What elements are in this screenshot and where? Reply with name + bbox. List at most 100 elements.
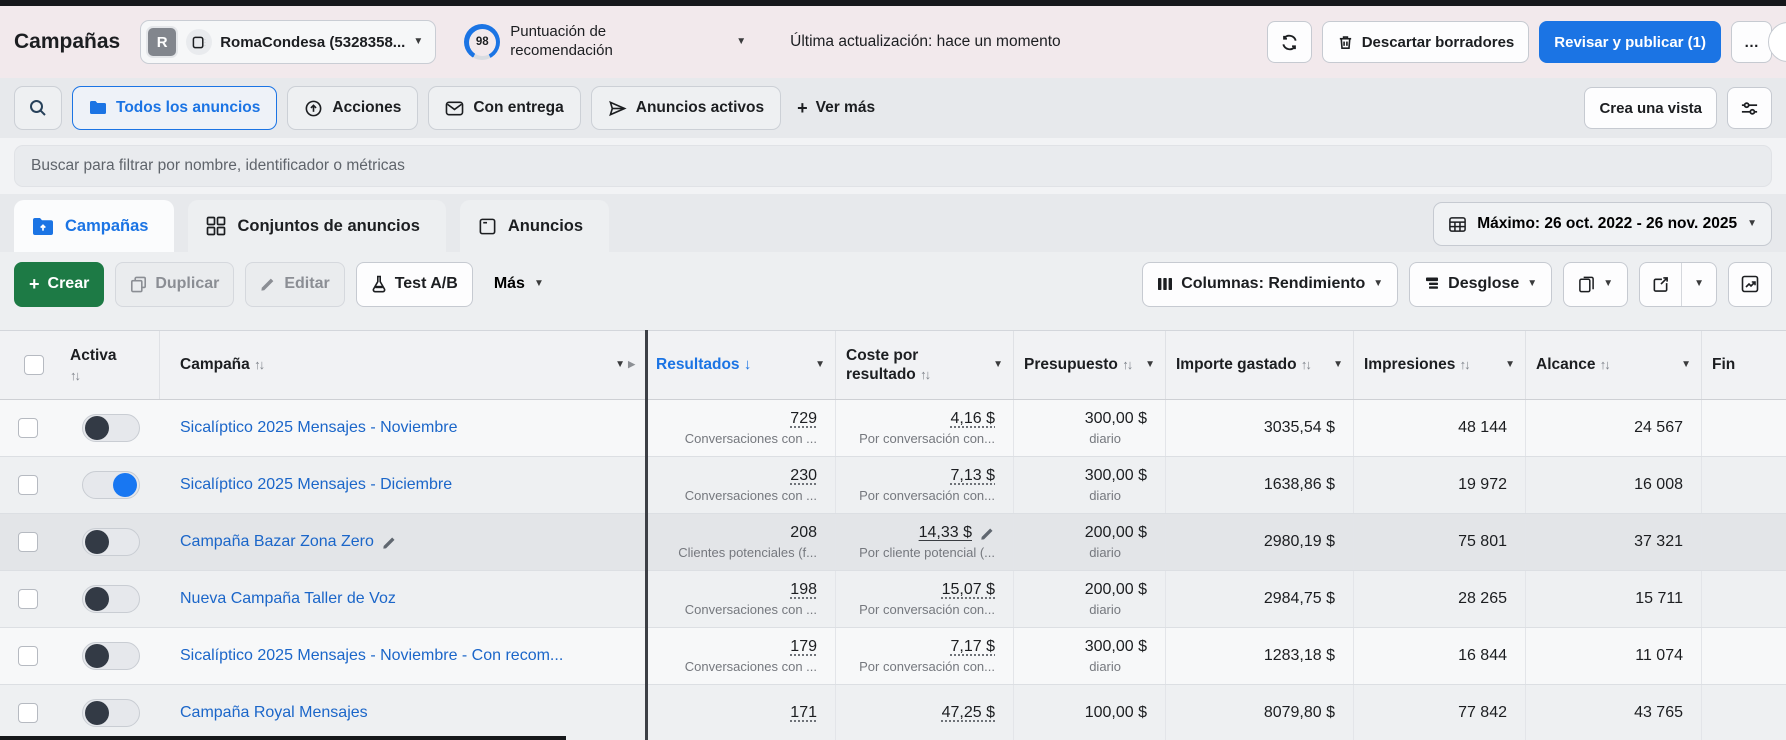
budget-value: 200,00 $ xyxy=(1084,524,1147,541)
column-header-campana[interactable]: Campaña ↑↓ ▼ ▶ xyxy=(160,331,646,399)
column-header-impresiones[interactable]: Impresiones ↑↓ ▼ xyxy=(1354,331,1526,399)
row-checkbox[interactable] xyxy=(18,418,38,438)
resize-handle-icon[interactable]: ▶ xyxy=(628,359,635,370)
tab-campanas[interactable]: Campañas xyxy=(14,200,175,252)
discard-drafts-button[interactable]: Descartar borradores xyxy=(1321,21,1530,63)
table-row[interactable]: Nueva Campaña Taller de Voz 198 Conversa… xyxy=(0,571,1786,628)
date-range-selector[interactable]: Máximo: 26 oct. 2022 - 26 nov. 2025 ▼ xyxy=(1433,202,1772,246)
campaign-toggle[interactable] xyxy=(82,528,140,556)
results-value: 198 xyxy=(790,581,817,598)
cost-edit-icon[interactable] xyxy=(980,526,995,541)
spent-value: 2980,19 $ xyxy=(1263,533,1335,550)
tab-conjuntos-de-anuncios[interactable]: Conjuntos de anuncios xyxy=(188,200,446,252)
score-value: 98 xyxy=(468,28,496,56)
campaign-name-link[interactable]: Sicalíptico 2025 Mensajes - Noviembre xyxy=(180,419,458,436)
table-row[interactable]: Campaña Royal Mensajes 171 47,25 $ 100,0… xyxy=(0,685,1786,740)
campaign-name-link[interactable]: Nueva Campaña Taller de Voz xyxy=(180,590,396,607)
spent-value: 3035,54 $ xyxy=(1263,419,1335,436)
cost-type: Por conversación con... xyxy=(859,659,995,674)
column-header-fin[interactable]: Fin xyxy=(1712,356,1736,374)
column-header-alcance[interactable]: Alcance ↑↓ ▼ xyxy=(1526,331,1702,399)
row-checkbox[interactable] xyxy=(18,646,38,666)
table-row[interactable]: Sicalíptico 2025 Mensajes - Diciembre 23… xyxy=(0,457,1786,514)
search-input[interactable] xyxy=(14,145,1772,187)
trash-icon xyxy=(1337,34,1354,51)
campaign-name-link[interactable]: Campaña Bazar Zona Zero xyxy=(180,533,374,550)
campaign-name-link[interactable]: Sicalíptico 2025 Mensajes - Noviembre - … xyxy=(180,647,564,664)
results-type: Conversaciones con ... xyxy=(684,431,817,446)
impressions-value: 75 801 xyxy=(1458,533,1507,550)
chevron-down-icon[interactable]: ▼ xyxy=(1145,359,1155,370)
column-header-importe[interactable]: Importe gastado ↑↓ ▼ xyxy=(1166,331,1354,399)
impressions-value: 19 972 xyxy=(1458,476,1507,493)
chevron-down-icon[interactable]: ▼ xyxy=(615,359,626,370)
filter-chip-con-entrega[interactable]: Con entrega xyxy=(428,86,581,130)
results-value: 208 xyxy=(790,524,817,541)
ad-account-icon xyxy=(186,29,213,55)
horizontal-scrollbar[interactable] xyxy=(0,736,566,740)
row-checkbox[interactable] xyxy=(18,703,38,723)
view-settings-button[interactable] xyxy=(1727,87,1772,129)
refresh-button[interactable] xyxy=(1266,21,1312,63)
table-row[interactable]: Campaña Bazar Zona Zero 208 Clientes pot… xyxy=(0,514,1786,571)
ver-mas-button[interactable]: + Ver más xyxy=(797,98,876,118)
chevron-down-icon[interactable]: ▼ xyxy=(1681,359,1691,370)
filter-chip-todos-los-anuncios[interactable]: Todos los anuncios xyxy=(72,86,278,130)
campaign-toggle[interactable] xyxy=(82,585,140,613)
charts-button[interactable] xyxy=(1728,261,1772,307)
ab-test-button[interactable]: Test A/B xyxy=(355,261,473,307)
cost-value: 15,07 $ xyxy=(941,581,995,598)
row-checkbox[interactable] xyxy=(18,589,38,609)
row-checkbox[interactable] xyxy=(18,475,38,495)
row-checkbox[interactable] xyxy=(18,532,38,552)
breakdown-icon xyxy=(1424,276,1440,292)
campaign-edit-icon[interactable] xyxy=(382,535,397,550)
export-button[interactable] xyxy=(1640,263,1681,306)
column-header-activa[interactable]: Activa ↑↓ xyxy=(56,331,160,399)
more-options-button[interactable]: … xyxy=(1731,21,1772,63)
edit-button[interactable]: Editar xyxy=(245,261,345,307)
campaign-toggle[interactable] xyxy=(82,642,140,670)
export-options-button[interactable]: ▼ xyxy=(1681,262,1716,306)
campaigns-table: Activa ↑↓ Campaña ↑↓ ▼ ▶ Resultados ↓ ▼ … xyxy=(0,330,1786,740)
review-publish-button[interactable]: Revisar y publicar (1) xyxy=(1539,21,1721,63)
campaign-toggle[interactable] xyxy=(82,471,140,499)
create-view-button[interactable]: Crea una vista xyxy=(1584,87,1717,129)
search-filter-button[interactable] xyxy=(14,86,62,130)
recommendation-score[interactable]: 98 Puntuación de recomendación ▼ xyxy=(464,23,746,61)
column-header-coste[interactable]: Coste por resultado ↑↓ ▼ xyxy=(836,331,1014,399)
sort-icon: ↑↓ xyxy=(1459,357,1471,373)
campaign-name-link[interactable]: Campaña Royal Mensajes xyxy=(180,704,368,721)
chevron-down-icon[interactable]: ▼ xyxy=(815,359,825,370)
create-button[interactable]: + Crear xyxy=(14,261,105,307)
select-all-checkbox[interactable] xyxy=(24,355,44,375)
tab-anuncios[interactable]: Anuncios xyxy=(459,200,610,252)
avatar: R xyxy=(146,26,179,58)
export-icon xyxy=(1652,276,1669,293)
column-header-presupuesto[interactable]: Presupuesto ↑↓ ▼ xyxy=(1014,331,1166,399)
duplicate-button[interactable]: Duplicar xyxy=(115,261,235,307)
campaign-name-link[interactable]: Sicalíptico 2025 Mensajes - Diciembre xyxy=(180,476,453,493)
campaign-toggle[interactable] xyxy=(82,414,140,442)
column-header-resultados[interactable]: Resultados ↓ ▼ xyxy=(646,331,836,399)
filter-chip-anuncios-activos[interactable]: Anuncios activos xyxy=(590,86,782,130)
impressions-value: 28 265 xyxy=(1458,590,1507,607)
frozen-column-divider[interactable] xyxy=(645,330,648,740)
chevron-down-icon[interactable]: ▼ xyxy=(1505,359,1515,370)
filter-chip-acciones[interactable]: Acciones xyxy=(287,86,419,130)
chevron-down-icon[interactable]: ▼ xyxy=(1333,359,1343,370)
results-type: Conversaciones con ... xyxy=(684,602,817,617)
chevron-down-icon[interactable]: ▼ xyxy=(993,359,1003,370)
table-row[interactable]: Sicalíptico 2025 Mensajes - Noviembre 72… xyxy=(0,400,1786,457)
reports-button[interactable]: ▼ xyxy=(1563,261,1629,307)
ellipsis-icon: … xyxy=(1744,33,1759,51)
table-row[interactable]: Sicalíptico 2025 Mensajes - Noviembre - … xyxy=(0,628,1786,685)
account-selector[interactable]: R RomaCondesa (5328358... ▼ xyxy=(140,20,437,64)
topbar-actions: Descartar borradores Revisar y publicar … xyxy=(1266,21,1772,63)
more-actions-button[interactable]: Más ▼ xyxy=(484,262,554,307)
breakdown-button[interactable]: Desglose ▼ xyxy=(1409,261,1553,307)
columns-button[interactable]: Columnas: Rendimiento ▼ xyxy=(1142,261,1399,307)
campaign-toggle[interactable] xyxy=(82,699,140,727)
budget-value: 100,00 $ xyxy=(1084,704,1147,721)
